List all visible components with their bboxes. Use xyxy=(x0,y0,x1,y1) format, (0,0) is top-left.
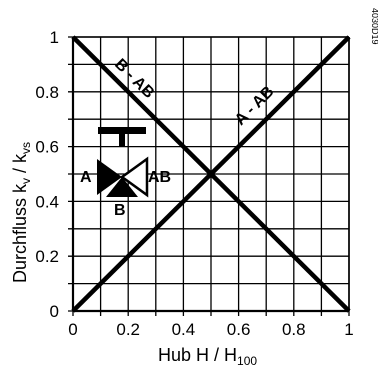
y-tick-label: 0 xyxy=(50,302,59,321)
y-axis-title-sub-vs: vs xyxy=(19,142,33,154)
x-tick-label: 0 xyxy=(68,320,77,339)
valve-port-ab-label: AB xyxy=(148,169,171,186)
y-tick-label: 0.6 xyxy=(35,138,59,157)
x-axis-title-subscript: 100 xyxy=(237,354,257,365)
y-axis-title: Durchfluss kv / kvs xyxy=(10,142,33,283)
y-axis-title-main: Durchfluss k xyxy=(10,183,30,283)
y-tick-label: 0.4 xyxy=(35,192,59,211)
series-line-b-ab xyxy=(71,35,351,313)
y-tick-label: 1 xyxy=(50,28,59,47)
x-axis-title: Hub H / H100 xyxy=(158,345,257,365)
x-tick-label: 0.2 xyxy=(116,320,140,339)
x-tick-labels: 0 0.2 0.4 0.6 0.8 1 xyxy=(68,320,353,339)
x-tick-label: 0.4 xyxy=(172,320,196,339)
series-lines xyxy=(71,35,351,313)
y-tick-label: 0.2 xyxy=(35,247,59,266)
y-tick-label: 0.8 xyxy=(35,83,59,102)
valve-port-a-label: A xyxy=(80,169,92,186)
y-tick-labels: 0 0.2 0.4 0.6 0.8 1 xyxy=(35,28,59,321)
y-axis-title-mid: / k xyxy=(10,153,30,178)
y-axis-title-sub-v: v xyxy=(19,178,33,184)
x-tick-label: 0.6 xyxy=(227,320,251,339)
x-tick-label: 0.8 xyxy=(282,320,306,339)
x-axis-title-main: Hub H / H xyxy=(158,345,237,365)
figure-code: 4030D19 xyxy=(370,8,378,45)
three-way-valve-icon xyxy=(97,127,149,198)
x-tick-label: 1 xyxy=(344,320,353,339)
valve-port-b-label: B xyxy=(114,202,126,219)
plot-frame xyxy=(71,36,350,313)
